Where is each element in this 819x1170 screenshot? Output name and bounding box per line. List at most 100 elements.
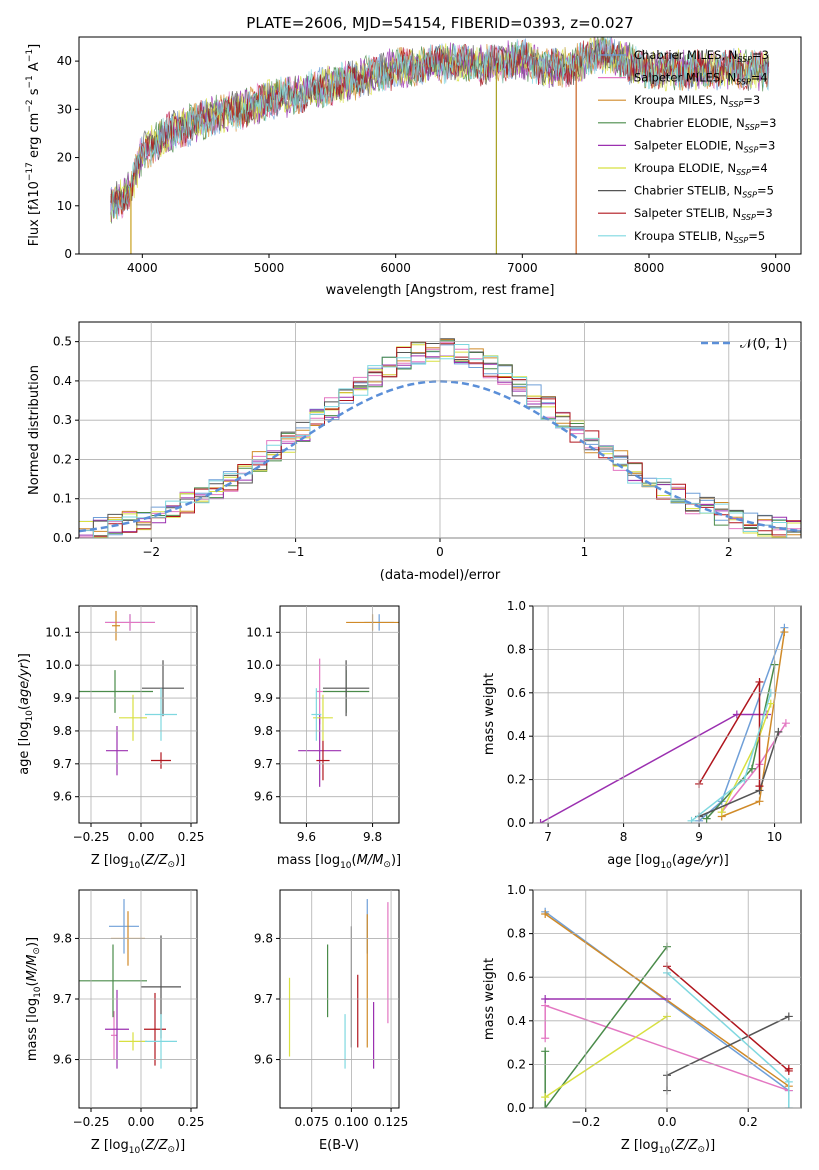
- weight-vs-Z-ylabel: mass weight: [482, 958, 497, 1040]
- mass-vs-Z-xtick-label: 0.25: [178, 1115, 205, 1129]
- weight-vs-age-marker-3: [702, 814, 711, 823]
- mass-vs-Z-ytick-label: 9.8: [53, 931, 72, 945]
- weight-vs-age-ytick-label: 1.0: [507, 599, 526, 613]
- residuals-xtick-label: 2: [725, 545, 733, 559]
- mass-vs-Z-xtick-label: −0.25: [73, 1115, 110, 1129]
- weight-vs-age-marker-2: [780, 628, 789, 637]
- spectrum-line-6: [110, 41, 770, 211]
- weight-vs-Z-xtick-label: −0.2: [571, 1115, 600, 1129]
- weight-vs-Z-xtick-label: 0.0: [657, 1115, 676, 1129]
- age-vs-Z-points: [79, 610, 184, 776]
- weight-vs-age-ylabel: mass weight: [482, 673, 497, 755]
- age-vs-Z-frame: [78, 605, 198, 824]
- residuals-ylabel: Normed distribution: [27, 365, 42, 495]
- spectrum-legend: Chabrier MILES, NSSP=3 Salpeter MILES, NS…: [598, 48, 776, 245]
- weight-vs-age-ytick-label: 0.0: [507, 816, 526, 830]
- residuals-xtick-label: −1: [287, 545, 305, 559]
- age-vs-mass-xtick-label: 9.8: [363, 830, 382, 844]
- weight-vs-Z-marker-8: [784, 1077, 793, 1086]
- spectrum-xtick-label: 5000: [254, 261, 285, 275]
- age-vs-Z-ytick-label: 9.6: [53, 790, 72, 804]
- weight-vs-Z-ytick-label: 0.6: [507, 970, 526, 984]
- weight-vs-Z-line-3: [544, 946, 668, 1108]
- age-vs-mass-ytick-label: 9.8: [254, 724, 273, 738]
- age-vs-mass-ytick-label: 10.0: [246, 658, 273, 672]
- legend-label-6: Chabrier STELIB, NSSP=5: [634, 184, 774, 200]
- residuals-ytick-label: 0.0: [53, 531, 72, 545]
- mass-vs-Z-ytick-label: 9.6: [53, 1053, 72, 1067]
- mass-vs-ebv-xtick-label: 0.125: [374, 1115, 408, 1129]
- residuals-ytick-label: 0.2: [53, 452, 72, 466]
- mass-vs-Z-xlabel: Z [log10(Z/Z⊙)]: [91, 1138, 185, 1156]
- weight-vs-age-ytick-label: 0.4: [507, 729, 526, 743]
- weight-vs-Z-marker-1: [541, 1034, 550, 1043]
- legend-label-2: Kroupa MILES, NSSP=3: [634, 93, 760, 109]
- weight-vs-Z-xtick-label: 0.2: [739, 1115, 758, 1129]
- weight-vs-Z-ytick-label: 0.2: [507, 1057, 526, 1071]
- normal-reference-label: 𝒩(0, 1): [740, 337, 787, 352]
- age-vs-Z-panel: −0.25 0.00 0.25 9.6 9.7 9.8 9.9 10.0 10.1 Z [log…: [17, 605, 205, 871]
- spectrum-xtick-label: 4000: [127, 261, 158, 275]
- spectrum-xtick-label: 7000: [507, 261, 538, 275]
- legend-label-8: Kroupa STELIB, NSSP=5: [634, 229, 765, 245]
- weight-vs-age-ytick-label: 0.6: [507, 686, 526, 700]
- age-vs-Z-xtick-label: 0.00: [128, 830, 155, 844]
- figure-title: PLATE=2606, MJD=54154, FIBERID=0393, z=0…: [246, 14, 633, 32]
- residuals-xtick-label: 0: [436, 545, 444, 559]
- age-vs-Z-ytick-label: 9.8: [53, 724, 72, 738]
- legend-label-5: Kroupa ELODIE, NSSP=4: [634, 161, 768, 177]
- weight-vs-Z-marker-6: [784, 1012, 793, 1021]
- mass-vs-Z-panel: −0.25 0.00 0.25 9.6 9.7 9.8 Z [log10(Z/Z⊙)] m…: [25, 889, 205, 1156]
- spectrum-xtick-label: 9000: [760, 261, 791, 275]
- weight-vs-age-marker-4: [536, 819, 545, 823]
- age-vs-mass-ytick-label: 9.9: [254, 691, 273, 705]
- age-vs-mass-ytick-label: 10.1: [246, 625, 273, 639]
- weight-vs-Z-marker-3: [541, 1047, 550, 1056]
- legend-label-4: Salpeter ELODIE, NSSP=3: [634, 138, 775, 154]
- mass-vs-Z-xtick-label: 0.00: [128, 1115, 155, 1129]
- age-vs-mass-panel: 9.6 9.8 9.6 9.7 9.8 9.9 10.0 10.1 mass [log10(M…: [246, 605, 401, 871]
- age-vs-mass-xlabel: mass [log10(M/M⊙)]: [277, 853, 401, 871]
- weight-vs-Z-ytick-label: 0.8: [507, 927, 526, 941]
- weight-vs-Z-ytick-label: 0.0: [507, 1101, 526, 1115]
- age-vs-mass-ytick-label: 9.7: [254, 757, 273, 771]
- mass-vs-ebv-xtick-label: 0.100: [334, 1115, 368, 1129]
- spectrum-ytick-label: 10: [57, 199, 72, 213]
- residuals-legend: 𝒩(0, 1): [701, 337, 787, 352]
- spectrum-xlabel: wavelength [Angstrom, rest frame]: [326, 283, 555, 298]
- mass-vs-ebv-ytick-label: 9.7: [254, 992, 273, 1006]
- weight-vs-Z-marker-3: [541, 1104, 550, 1108]
- mass-vs-ebv-ytick-label: 9.6: [254, 1053, 273, 1067]
- mass-vs-ebv-panel: 0.075 0.100 0.125 9.6 9.7 9.8 E(B-V): [254, 889, 408, 1153]
- weight-vs-age-xtick-label: 10: [767, 830, 782, 844]
- weight-vs-age-marker-6: [774, 727, 783, 736]
- weight-vs-Z-panel: −0.2 0.0 0.2 0.0 0.2 0.4 0.6 0.8 1.0 Z [log10(Z/…: [482, 883, 802, 1156]
- mass-vs-Z-ytick-label: 9.7: [53, 992, 72, 1006]
- weight-vs-Z-xlabel: Z [log10(Z/Z⊙)]: [621, 1138, 715, 1156]
- mass-vs-ebv-xtick-label: 0.075: [295, 1115, 329, 1129]
- age-vs-mass-xtick-label: 9.6: [297, 830, 316, 844]
- legend-label-1: Salpeter MILES, NSSP=4: [634, 71, 768, 87]
- weight-vs-age-line-6: [698, 731, 780, 818]
- weight-vs-Z-line-5: [544, 1015, 668, 1098]
- weight-vs-age-panel: 7 8 9 10 0.0 0.2 0.4 0.6 0.8 1.0 age [log10(age/y…: [482, 599, 802, 871]
- spectrum-frame: [78, 36, 802, 255]
- weight-vs-age-xtick-label: 7: [544, 830, 552, 844]
- residuals-xlabel: (data-model)/error: [380, 568, 501, 583]
- age-vs-Z-xtick-label: −0.25: [73, 830, 110, 844]
- weight-vs-Z-marker-4: [541, 995, 550, 1003]
- age-vs-Z-ytick-label: 10.0: [45, 658, 72, 672]
- spectrum-ytick-label: 0: [64, 247, 72, 261]
- spectrum-lines: [110, 37, 770, 254]
- age-vs-Z-xtick-label: 0.25: [178, 830, 205, 844]
- legend-label-0: Chabrier MILES, NSSP=3: [634, 48, 769, 64]
- spectrum-ytick-label: 40: [57, 54, 72, 68]
- age-vs-Z-ytick-label: 9.9: [53, 691, 72, 705]
- weight-vs-age-marker-2: [755, 797, 764, 806]
- legend-label-3: Chabrier ELODIE, NSSP=3: [634, 116, 776, 132]
- weight-vs-age-ytick-label: 0.2: [507, 773, 526, 787]
- weight-vs-Z-ytick-label: 0.4: [507, 1014, 526, 1028]
- mass-vs-Z-ylabel: mass [log10(M/M⊙)]: [25, 937, 43, 1061]
- residuals-xtick-label: −2: [142, 545, 160, 559]
